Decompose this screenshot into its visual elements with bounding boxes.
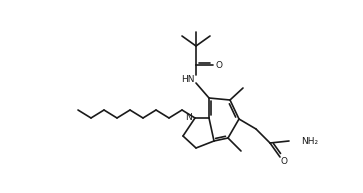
Text: HN: HN — [181, 74, 195, 84]
Text: NH₂: NH₂ — [301, 136, 318, 146]
Text: N: N — [185, 113, 191, 122]
Text: O: O — [281, 157, 287, 166]
Text: O: O — [216, 60, 223, 69]
